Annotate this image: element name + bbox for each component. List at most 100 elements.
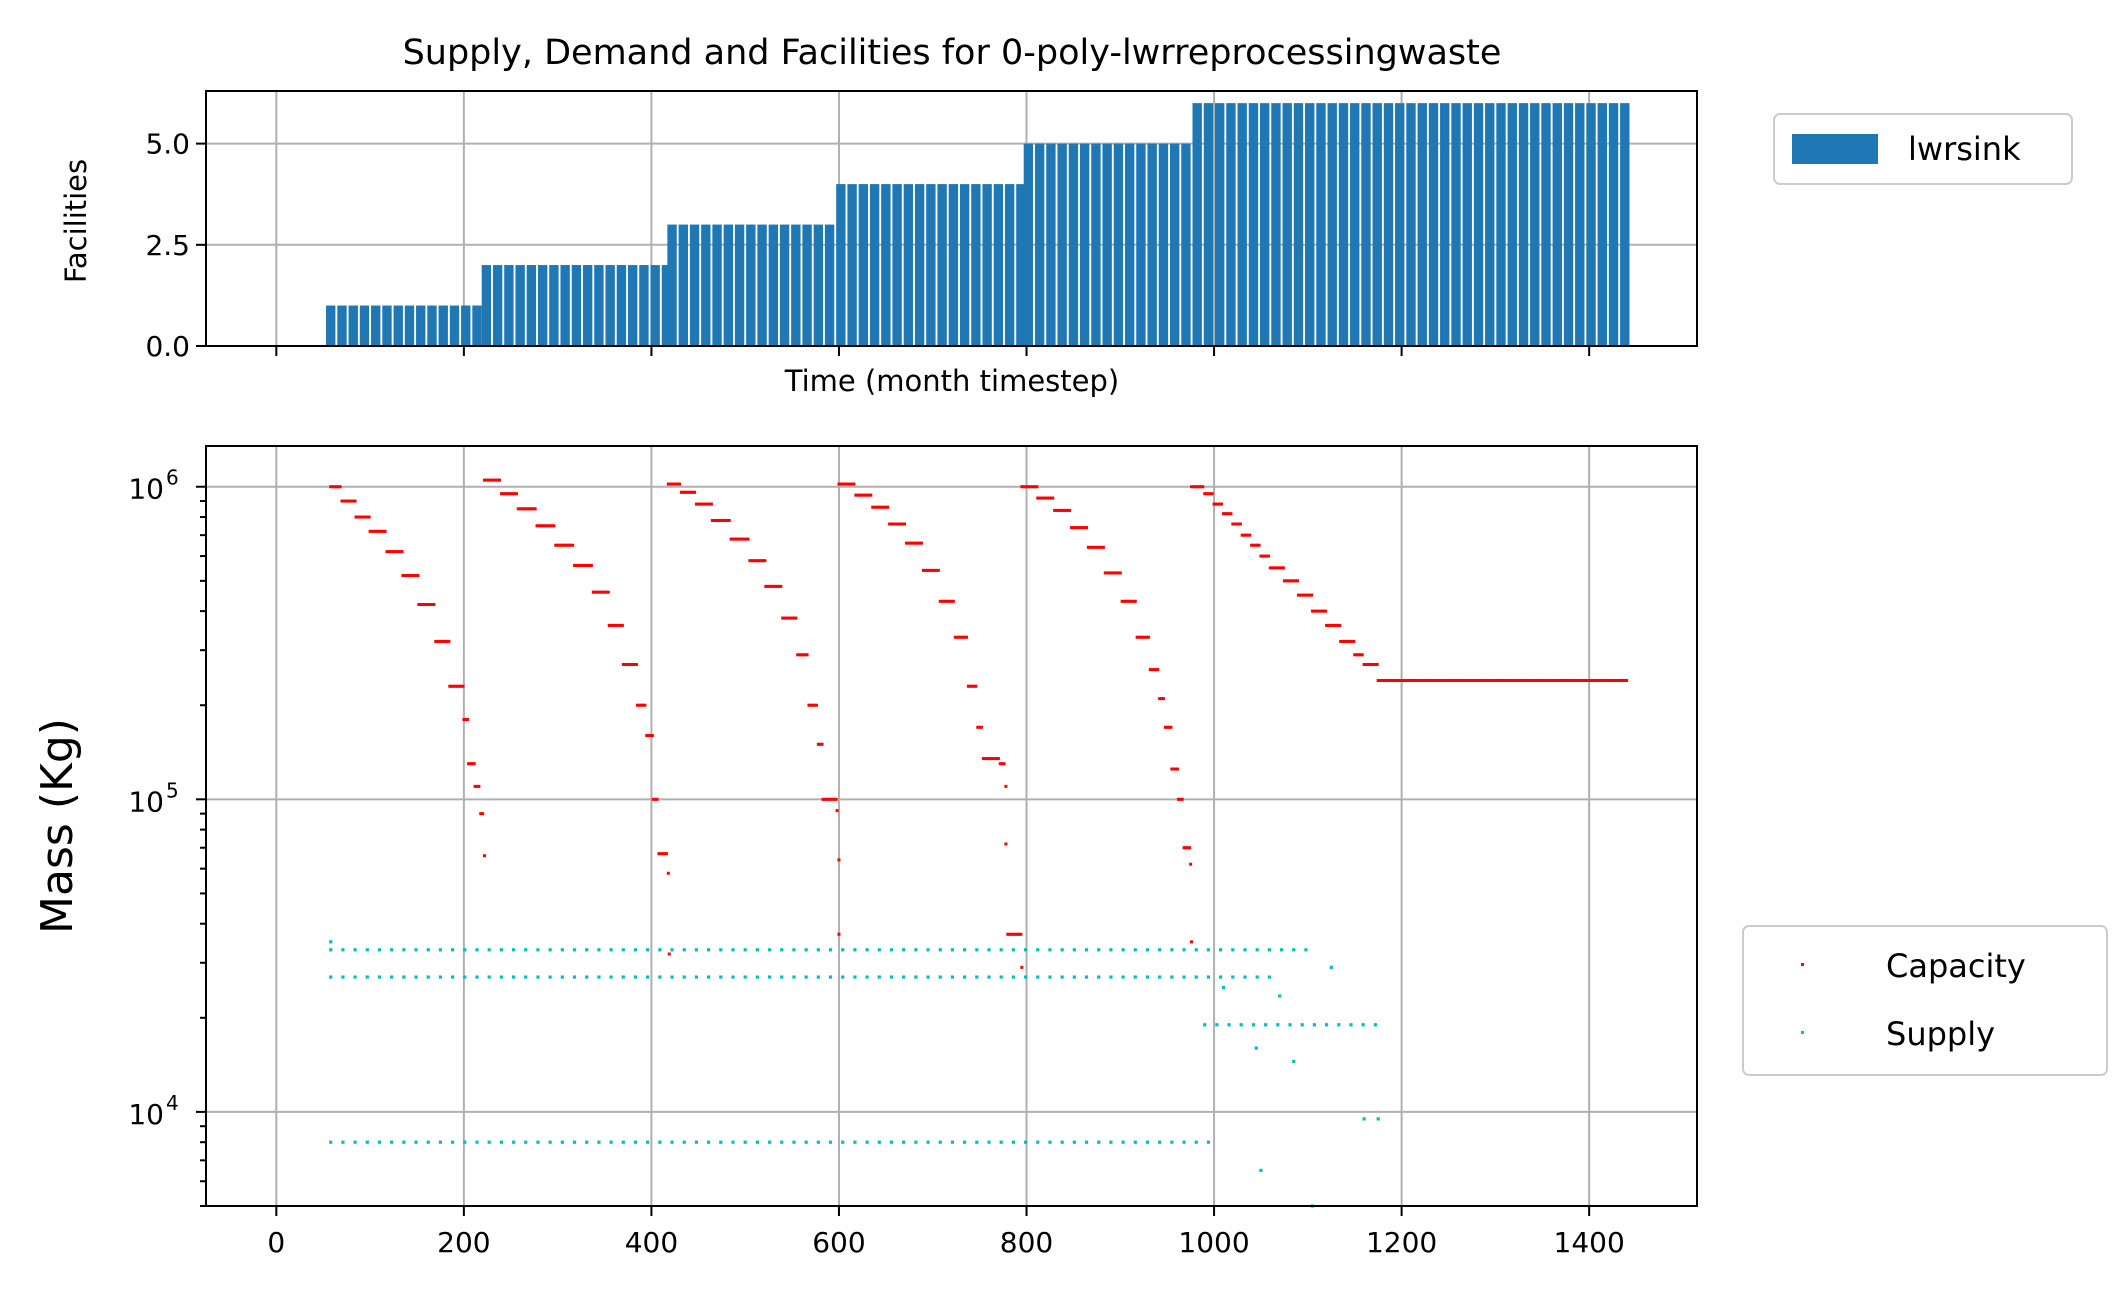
- capacity-point: [799, 653, 803, 657]
- facility-bar: [746, 224, 756, 346]
- facilities-ticks: 0.0 2.5 5.0: [145, 128, 1591, 363]
- capacity-point: [464, 718, 468, 722]
- facility-bar: [616, 265, 627, 346]
- supply-point: [609, 1140, 613, 1144]
- supply-point: [1337, 1023, 1341, 1027]
- capacity-point: [1476, 678, 1480, 682]
- capacity-point: [1261, 554, 1265, 558]
- capacity-point: [1015, 932, 1019, 936]
- supply-point: [633, 948, 638, 952]
- supply-point: [511, 975, 516, 979]
- capacity-point: [526, 507, 530, 511]
- capacity-point: [1360, 653, 1364, 657]
- supply-point: [572, 1140, 577, 1144]
- supply-point: [963, 1140, 967, 1144]
- facility-bar: [1102, 143, 1112, 346]
- supply-point: [1278, 994, 1282, 998]
- capacity-point: [666, 871, 670, 875]
- capacity-point: [1266, 554, 1270, 558]
- capacity-point: [775, 584, 779, 588]
- supply-point: [1158, 1140, 1162, 1144]
- supply-point: [329, 975, 333, 979]
- capacity-point: [1302, 593, 1306, 597]
- supply-point: [1292, 1059, 1296, 1064]
- capacity-point: [484, 478, 488, 482]
- capacity-point: [486, 478, 490, 482]
- capacity-point: [1036, 496, 1040, 500]
- capacity-point: [1509, 678, 1513, 682]
- capacity-point: [779, 584, 783, 588]
- supply-point: [487, 1140, 491, 1144]
- capacity-point: [1242, 533, 1246, 537]
- capacity-point: [1492, 678, 1496, 682]
- capacity-point: [1238, 522, 1242, 526]
- facility-bar: [982, 184, 992, 346]
- capacity-point: [1294, 579, 1298, 583]
- facility-bar: [605, 265, 615, 346]
- facility-bar: [1091, 143, 1101, 346]
- capacity-point: [966, 684, 970, 688]
- capacity-point: [499, 492, 503, 496]
- supply-point: [1121, 1140, 1125, 1144]
- capacity-point: [1124, 599, 1128, 603]
- capacity-point: [1311, 609, 1315, 613]
- capacity-point: [764, 584, 768, 588]
- capacity-point: [1150, 668, 1154, 672]
- supply-point: [1276, 1023, 1280, 1027]
- facility-bar: [650, 265, 660, 346]
- supply-point: [987, 948, 991, 952]
- capacity-point: [347, 499, 351, 503]
- capacity-point: [1092, 545, 1096, 549]
- supply-point: [621, 975, 625, 979]
- supply-point: [963, 975, 967, 979]
- capacity-point: [340, 499, 344, 503]
- legend-marker-capacity: [1801, 963, 1804, 966]
- capacity-point: [931, 568, 935, 572]
- supply-point: [853, 975, 857, 979]
- facility-bar: [993, 184, 1004, 346]
- capacity-point: [447, 639, 451, 643]
- supply-point: [1133, 1140, 1137, 1144]
- supply-point: [377, 948, 382, 952]
- facility-bar: [1563, 103, 1574, 347]
- capacity-point: [893, 522, 897, 526]
- capacity-point: [1577, 678, 1581, 682]
- facility-bar: [1428, 103, 1439, 347]
- capacity-point: [462, 718, 466, 722]
- capacity-point: [1210, 492, 1214, 496]
- capacity-point: [452, 684, 456, 688]
- facility-bar: [639, 265, 649, 346]
- capacity-point: [467, 762, 471, 766]
- capacity-point: [1284, 579, 1288, 583]
- capacity-point: [661, 852, 665, 856]
- supply-point: [1300, 1023, 1304, 1027]
- capacity-point: [1584, 678, 1588, 682]
- capacity-point: [863, 493, 867, 497]
- supply-point: [1023, 1140, 1028, 1144]
- capacity-point: [1322, 609, 1326, 613]
- capacity-point: [1596, 678, 1600, 682]
- capacity-point: [873, 505, 877, 509]
- supply-point: [572, 948, 577, 952]
- capacity-point: [633, 662, 637, 666]
- y-tick-label: 5.0: [145, 128, 190, 161]
- capacity-point: [914, 541, 918, 545]
- capacity-point: [1011, 932, 1015, 936]
- capacity-point: [1033, 485, 1037, 489]
- capacity-point: [437, 639, 441, 643]
- facility-bar: [1046, 143, 1056, 346]
- capacity-point: [1573, 678, 1577, 682]
- supply-point: [1170, 1140, 1174, 1144]
- capacity-point: [1268, 566, 1272, 570]
- capacity-point: [424, 603, 428, 607]
- capacity-point: [651, 797, 655, 801]
- capacity-point: [430, 603, 434, 607]
- capacity-point: [1096, 545, 1100, 549]
- facility-bar: [461, 305, 471, 346]
- facility-bar: [1023, 143, 1034, 346]
- capacity-point: [589, 563, 593, 567]
- capacity-point: [621, 662, 625, 666]
- capacity-point: [1549, 678, 1553, 682]
- facility-bar: [1575, 103, 1585, 347]
- supply-point: [390, 1140, 394, 1144]
